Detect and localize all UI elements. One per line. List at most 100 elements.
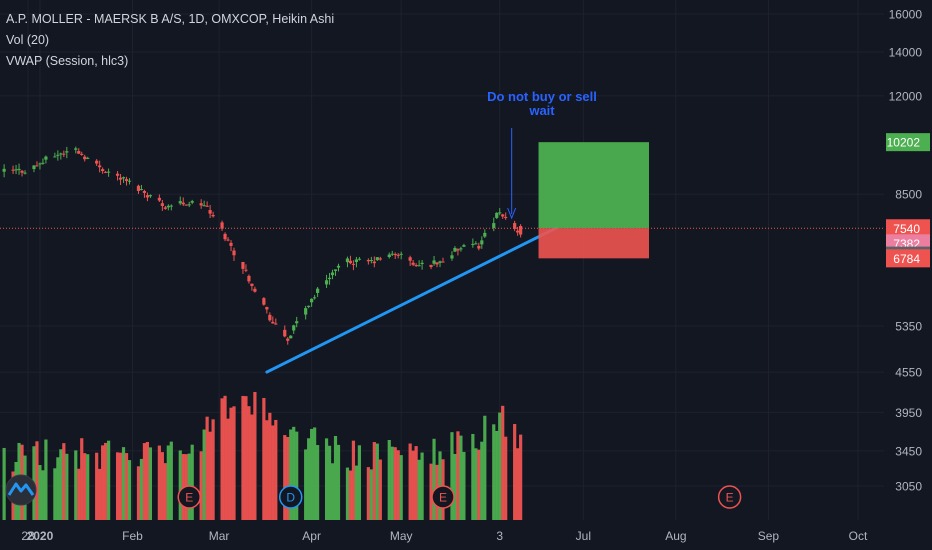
candle-body[interactable] (345, 258, 350, 263)
trendline[interactable] (265, 226, 558, 374)
candle-body[interactable] (211, 214, 215, 217)
candle-body[interactable] (456, 249, 460, 251)
candle-body[interactable] (265, 307, 269, 310)
candle-body[interactable] (20, 170, 24, 173)
candle-body[interactable] (80, 153, 84, 155)
candle-body[interactable] (432, 260, 436, 264)
candle-body[interactable] (390, 253, 394, 255)
candle-body[interactable] (104, 171, 108, 173)
candle-body[interactable] (411, 262, 415, 265)
candle-body[interactable] (59, 153, 63, 155)
candle-body[interactable] (387, 254, 391, 258)
candle-body[interactable] (262, 298, 266, 305)
candle-body[interactable] (65, 151, 69, 153)
candle-body[interactable] (124, 179, 129, 181)
candle-body[interactable] (289, 335, 293, 339)
candle-body[interactable] (208, 210, 212, 214)
candle-body[interactable] (441, 261, 445, 263)
candle-body[interactable] (107, 171, 111, 173)
candle-body[interactable] (157, 197, 161, 201)
candle-body[interactable] (378, 258, 382, 260)
candle-body[interactable] (139, 189, 144, 191)
candle-body[interactable] (17, 168, 21, 170)
candle-body[interactable] (408, 257, 412, 261)
candle-body[interactable] (101, 169, 105, 172)
candle-body[interactable] (53, 156, 57, 158)
candle-body[interactable] (492, 223, 496, 228)
candle-body[interactable] (271, 321, 275, 324)
candle-body[interactable] (396, 254, 400, 256)
candle-body[interactable] (351, 263, 356, 265)
candle-body[interactable] (295, 321, 299, 324)
candle-body[interactable] (169, 205, 173, 207)
candle-body[interactable] (136, 185, 141, 191)
candle-body[interactable] (429, 264, 433, 268)
candle-body[interactable] (459, 248, 463, 250)
candle-body[interactable] (56, 154, 60, 156)
candle-body[interactable] (310, 298, 314, 303)
candle-body[interactable] (115, 173, 120, 176)
candle-body[interactable] (44, 156, 48, 160)
tradingview-logo-icon[interactable] (5, 474, 37, 506)
candle-body[interactable] (292, 325, 296, 331)
candle-body[interactable] (190, 201, 194, 203)
candle-body[interactable] (244, 269, 248, 271)
candle-body[interactable] (327, 277, 332, 280)
candle-body[interactable] (226, 239, 230, 241)
candle-body[interactable] (375, 257, 379, 261)
candle-body[interactable] (229, 242, 233, 246)
candle-body[interactable] (199, 203, 203, 206)
candle-body[interactable] (414, 265, 418, 267)
loss-zone[interactable] (538, 228, 650, 259)
candle-body[interactable] (399, 253, 403, 255)
candle-body[interactable] (354, 259, 359, 263)
candle-body[interactable] (498, 212, 502, 214)
candle-body[interactable] (417, 265, 421, 267)
candle-body[interactable] (32, 165, 36, 170)
candle-body[interactable] (247, 275, 251, 282)
candle-body[interactable] (274, 323, 278, 325)
candle-body[interactable] (516, 230, 520, 233)
candle-body[interactable] (127, 180, 132, 182)
symbol-title[interactable]: A.P. MOLLER - MAERSK B A/S, 1D, OMXCOP, … (6, 12, 335, 26)
candle-body[interactable] (41, 162, 45, 164)
profit-zone[interactable] (538, 142, 650, 229)
candle-body[interactable] (333, 269, 338, 271)
candle-body[interactable] (357, 258, 362, 260)
candle-body[interactable] (501, 214, 505, 217)
candle-body[interactable] (181, 202, 185, 205)
candle-body[interactable] (241, 261, 245, 269)
candle-body[interactable] (160, 203, 164, 206)
candle-body[interactable] (145, 195, 150, 198)
candle-body[interactable] (483, 232, 487, 237)
earnings-marker[interactable]: E (431, 485, 455, 509)
candle-body[interactable] (438, 261, 442, 263)
candle-body[interactable] (316, 288, 320, 293)
earnings-marker[interactable]: E (177, 485, 201, 509)
candle-body[interactable] (83, 156, 87, 160)
candle-body[interactable] (220, 222, 224, 229)
candle-body[interactable] (62, 153, 66, 155)
candle-body[interactable] (205, 205, 209, 207)
candle-body[interactable] (121, 177, 126, 179)
candle-body[interactable] (420, 262, 424, 265)
candle-body[interactable] (477, 245, 481, 249)
volume-indicator-label[interactable]: Vol (20) (6, 33, 50, 47)
candle-body[interactable] (178, 201, 182, 204)
candle-body[interactable] (453, 247, 457, 252)
candle-body[interactable] (148, 195, 153, 197)
candle-body[interactable] (474, 243, 478, 245)
candle-body[interactable] (77, 151, 81, 154)
candle-body[interactable] (393, 254, 397, 256)
candle-body[interactable] (519, 225, 523, 235)
candle-body[interactable] (313, 297, 317, 299)
candle-body[interactable] (166, 205, 170, 208)
price-axis[interactable]: 1600014000120001020285007540738273746784… (886, 8, 930, 494)
candle-body[interactable] (95, 160, 99, 164)
candle-body[interactable] (304, 308, 308, 315)
earnings-marker[interactable]: E (717, 485, 742, 509)
chart-annotation[interactable]: Do not buy or sell wait (470, 90, 614, 118)
dividend-marker[interactable]: D (278, 485, 303, 509)
